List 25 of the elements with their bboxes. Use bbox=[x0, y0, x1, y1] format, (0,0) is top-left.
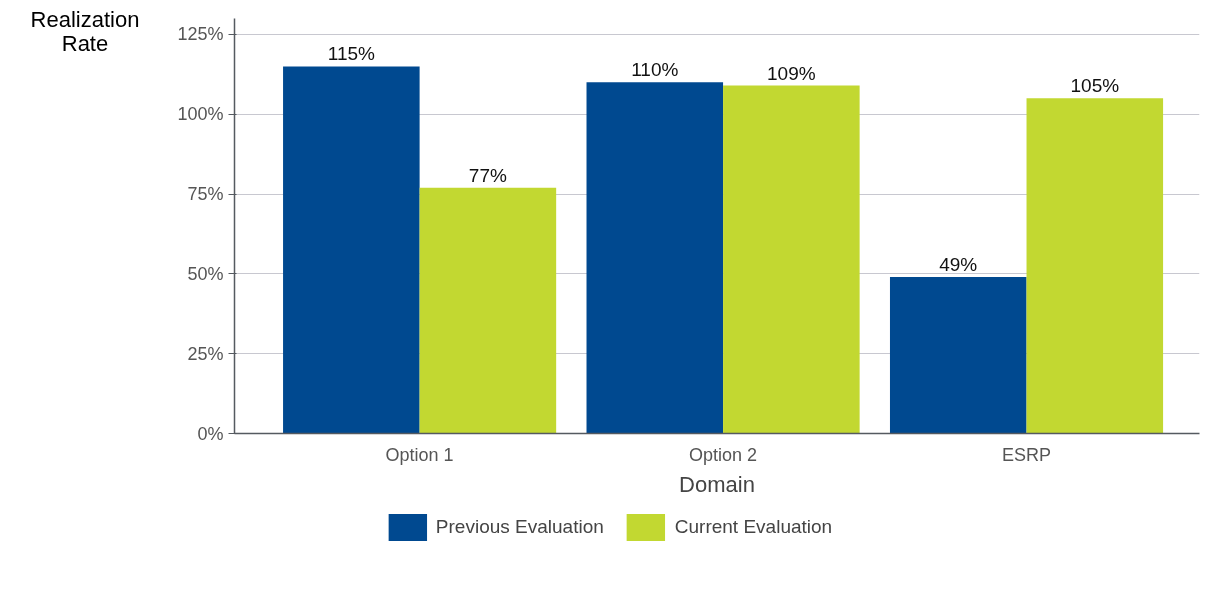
y-tick-label: 100% bbox=[177, 104, 224, 125]
data-label: 77% bbox=[468, 164, 508, 186]
data-label: 105% bbox=[1070, 75, 1120, 97]
y-tick-label: 125% bbox=[177, 24, 224, 45]
data-label: 49% bbox=[939, 254, 978, 276]
y-tick-label: 25% bbox=[187, 343, 224, 364]
bar bbox=[889, 277, 1027, 434]
data-label: 109% bbox=[767, 62, 816, 84]
bar bbox=[586, 82, 724, 434]
bar bbox=[723, 85, 860, 434]
data-label: 115% bbox=[327, 43, 376, 65]
legend-label: Current Evaluation bbox=[674, 516, 833, 538]
y-tick-label: 50% bbox=[187, 263, 224, 284]
bar bbox=[419, 187, 557, 434]
bar bbox=[1026, 98, 1164, 434]
legend-label: Previous Evaluation bbox=[435, 516, 604, 538]
data-label: 110% bbox=[631, 59, 679, 81]
y-tick-label: 75% bbox=[187, 184, 224, 205]
bar bbox=[283, 66, 420, 434]
x-tick-label: ESRP bbox=[1002, 444, 1052, 465]
x-tick-label: Option 1 bbox=[385, 444, 454, 465]
x-tick-label: Option 2 bbox=[689, 444, 758, 465]
y-tick-label: 0% bbox=[197, 423, 224, 444]
x-axis-title: Domain bbox=[679, 471, 755, 497]
y-axis-title: Realization Rate bbox=[30, 7, 140, 56]
